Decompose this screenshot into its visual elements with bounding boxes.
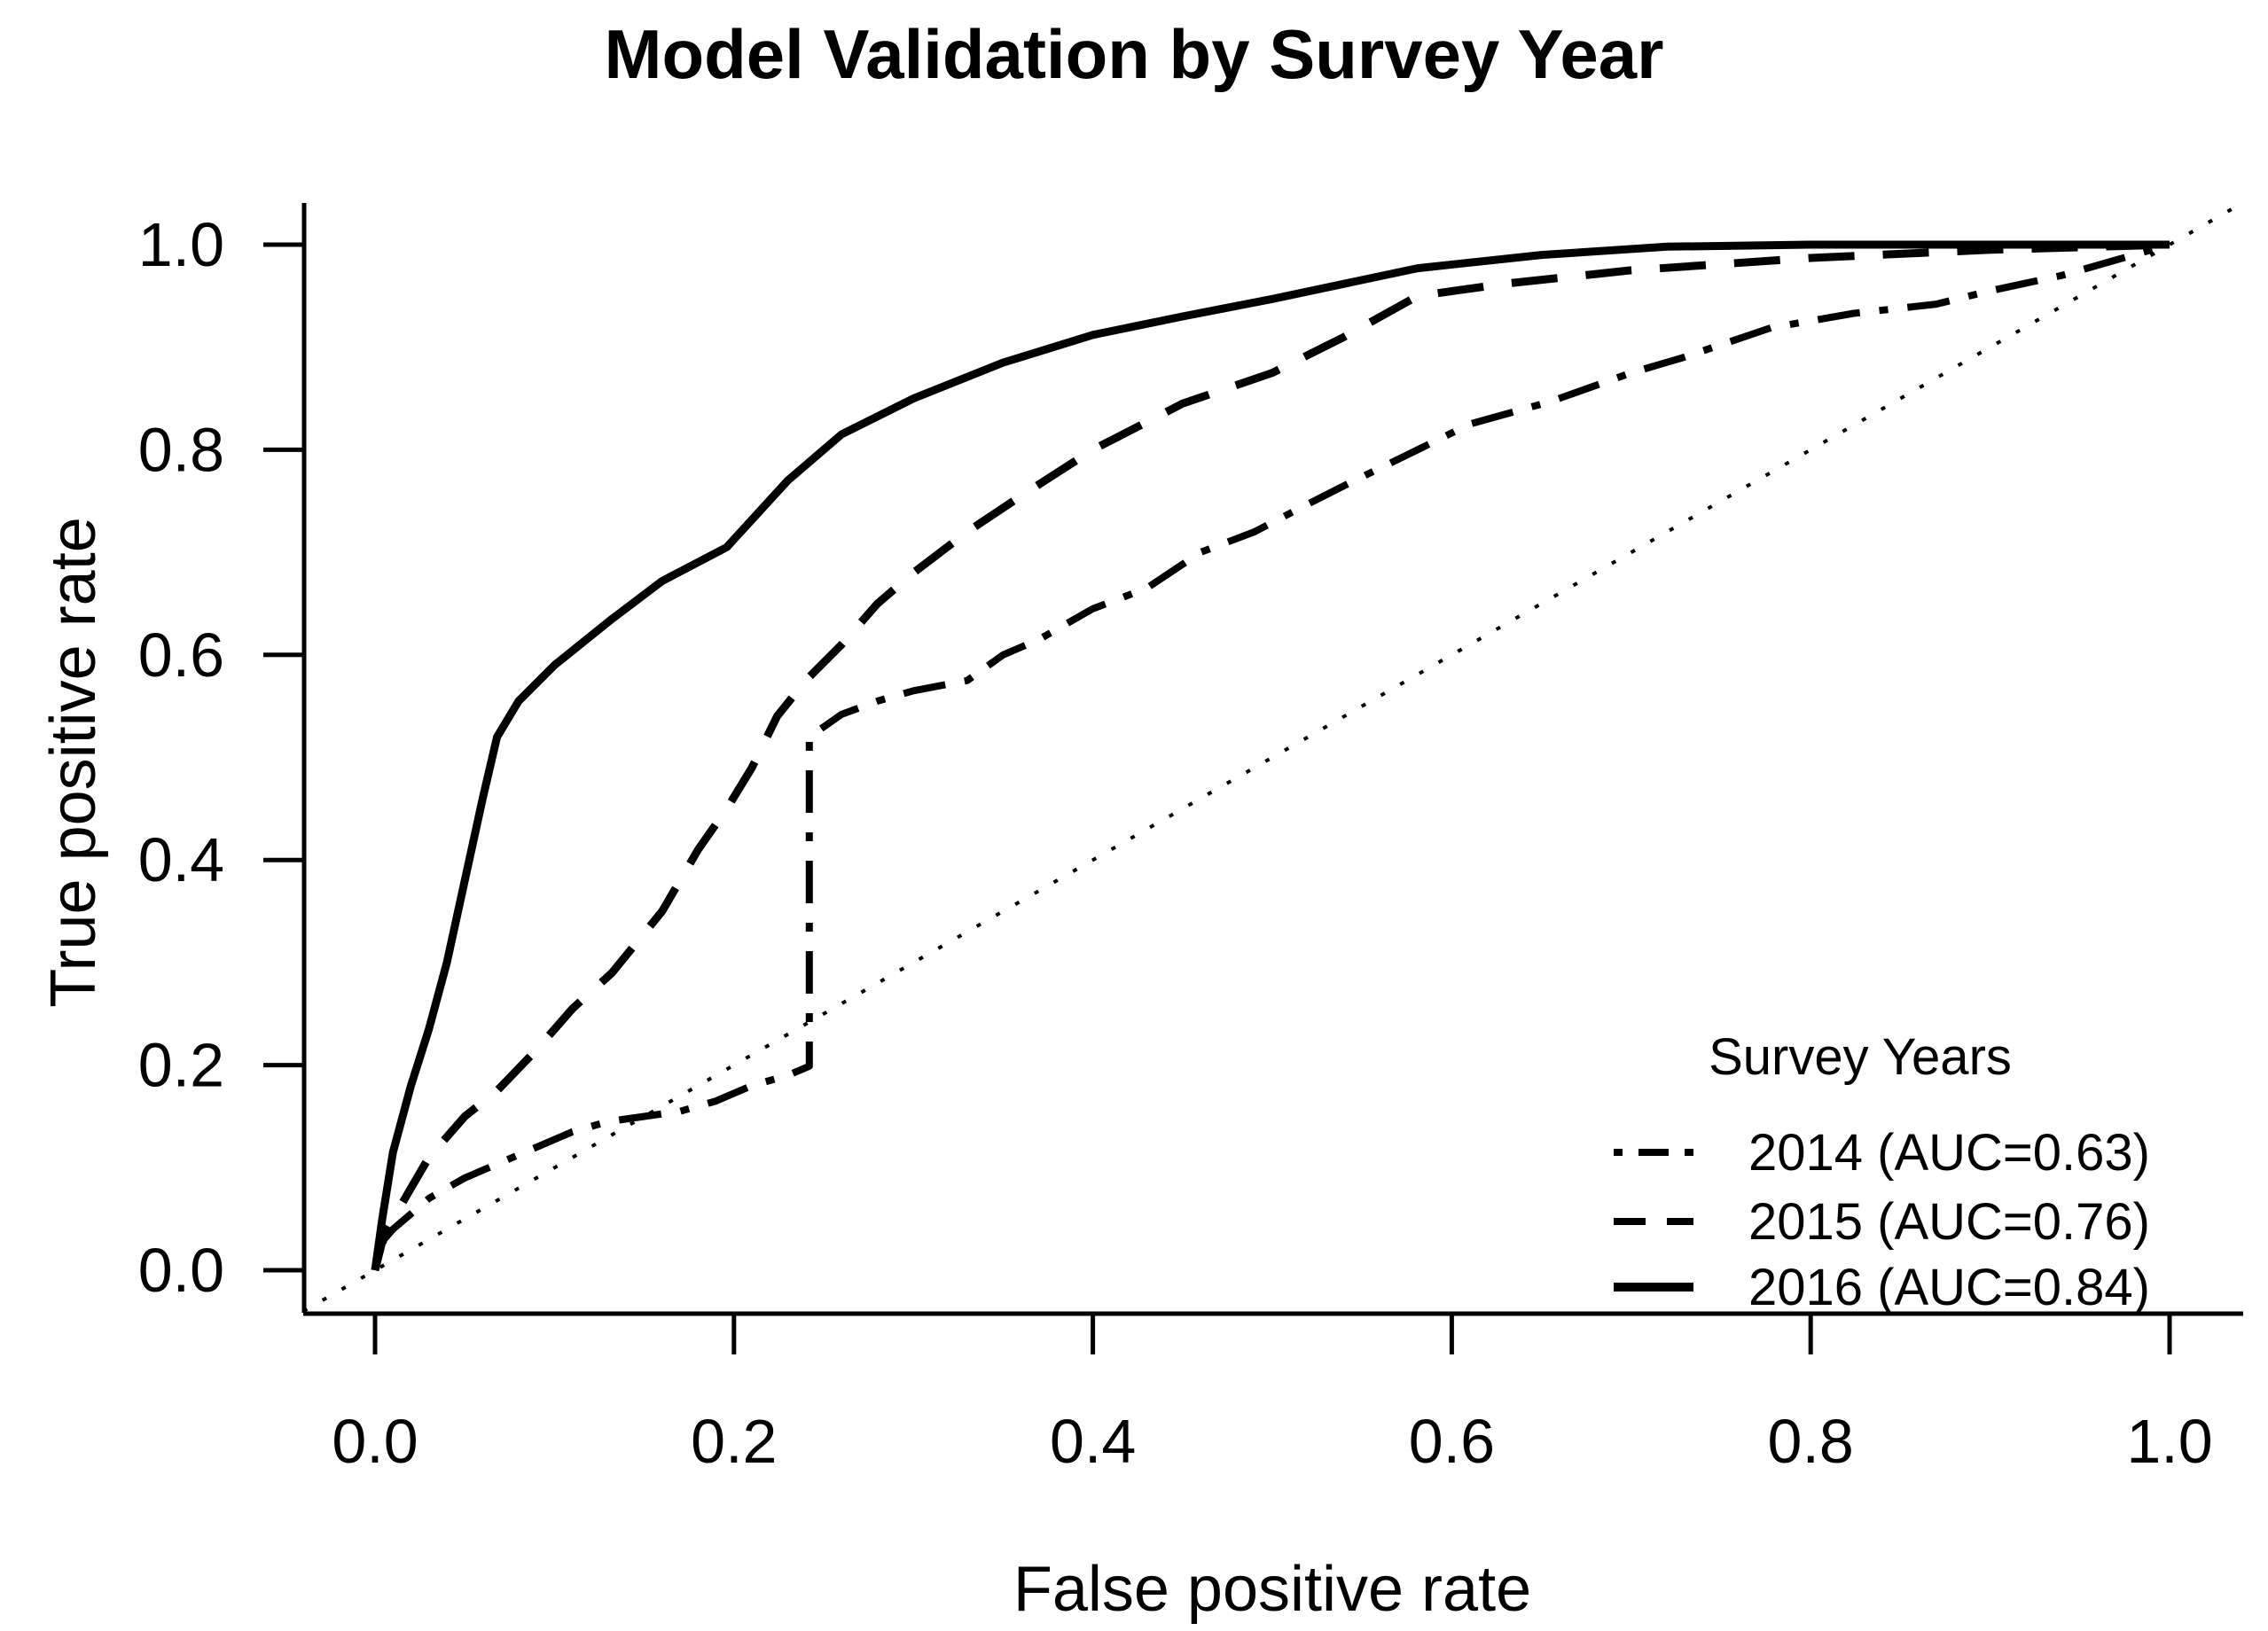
- y-tick-label: 0.8: [138, 415, 224, 484]
- roc-curve-2016: [371, 240, 2170, 1271]
- roc-curve-2015: [371, 240, 2170, 1272]
- y-tick-label: 0.4: [138, 825, 224, 894]
- x-axis-title: False positive rate: [1013, 1554, 1532, 1625]
- legend-label: 2016 (AUC=0.84): [1748, 1259, 2150, 1316]
- roc-curve-2014: [371, 241, 2171, 1272]
- y-axis-title: True positive rate: [38, 517, 109, 1008]
- y-tick-label: 0.2: [138, 1031, 224, 1100]
- legend-label: 2014 (AUC=0.63): [1748, 1124, 2150, 1182]
- x-tick-label: 0.0: [332, 1407, 418, 1476]
- y-tick-label: 0.6: [138, 620, 224, 690]
- y-tick-label: 1.0: [138, 210, 224, 279]
- chart-title: Model Validation by Survey Year: [604, 15, 1664, 93]
- legend-title: Survey Years: [1709, 1028, 2012, 1086]
- x-tick-label: 0.2: [691, 1407, 777, 1476]
- y-tick-label: 0.0: [138, 1236, 224, 1305]
- x-tick-label: 0.6: [1409, 1407, 1495, 1476]
- x-tick-label: 0.4: [1050, 1407, 1136, 1476]
- legend-label: 2015 (AUC=0.76): [1748, 1193, 2150, 1251]
- x-tick-label: 0.8: [1768, 1407, 1854, 1476]
- x-tick-label: 1.0: [2126, 1407, 2212, 1476]
